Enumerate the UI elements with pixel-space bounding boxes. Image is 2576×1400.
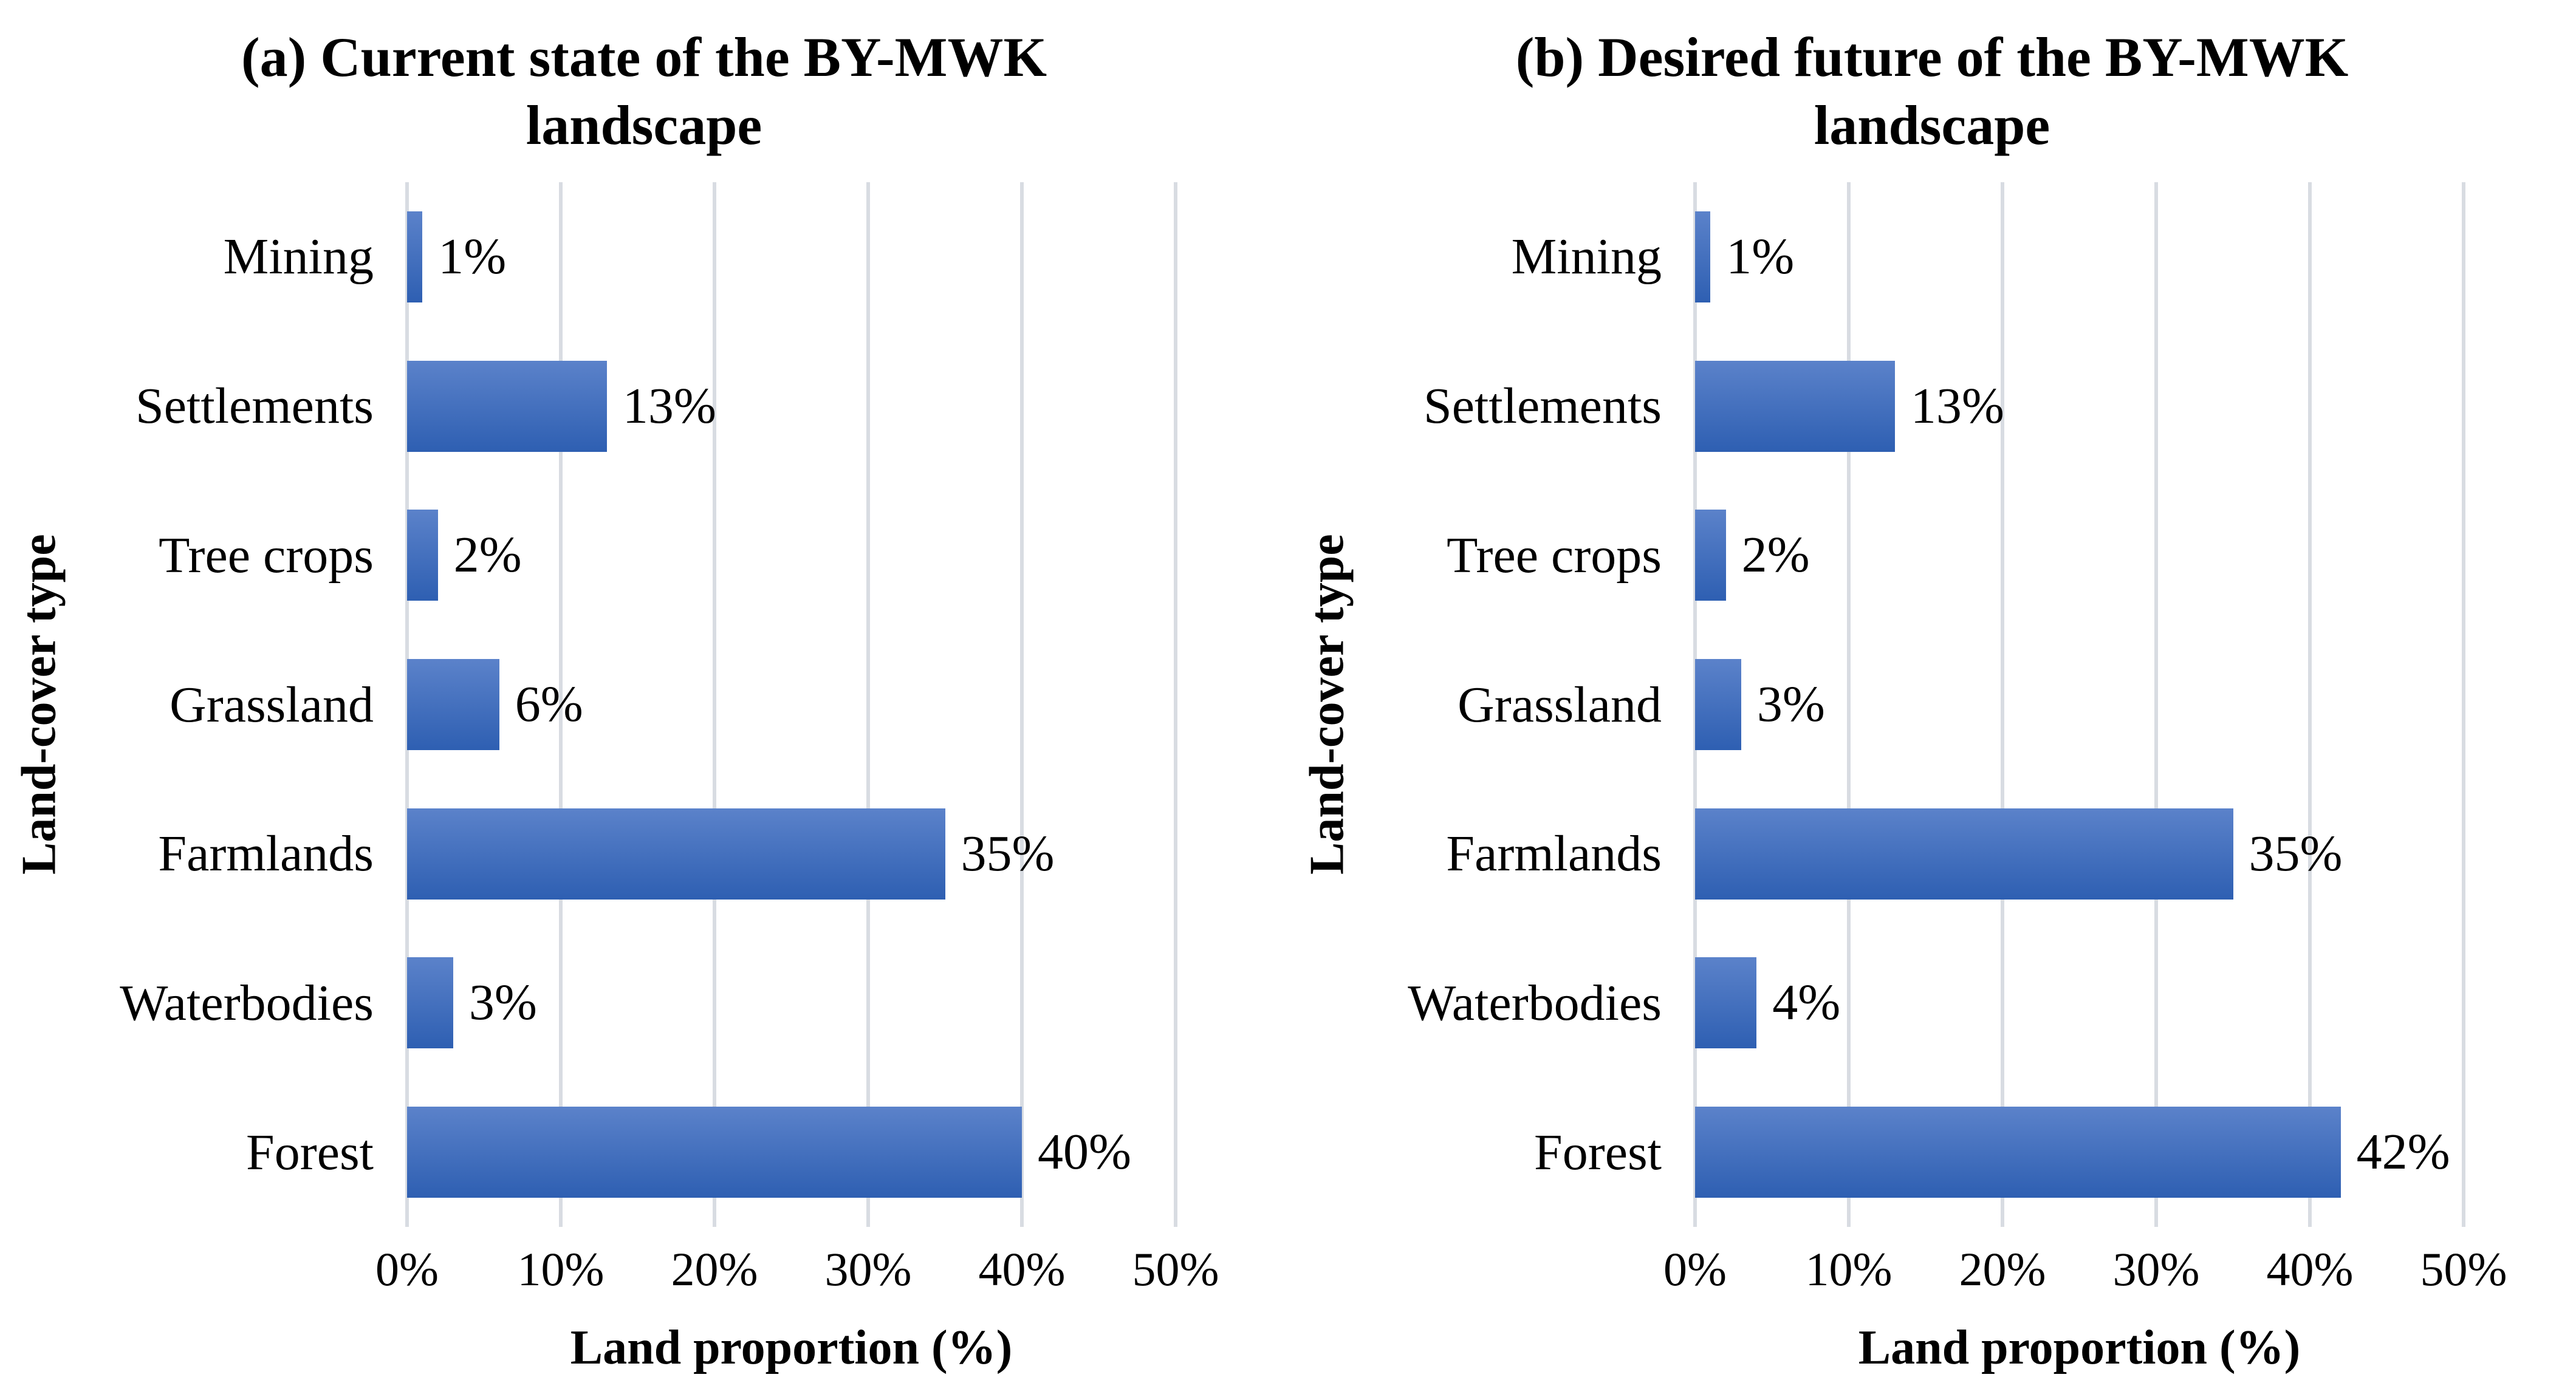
bar	[1695, 659, 1741, 751]
bar	[1695, 957, 1757, 1049]
value-label: 1%	[1726, 228, 1795, 285]
panel-desired-future: (b) Desired future of the BY-MWK landsca…	[1288, 0, 2576, 1400]
bar	[407, 1107, 1022, 1198]
bar	[407, 510, 438, 601]
gridline	[866, 182, 870, 1227]
gridline	[1020, 182, 1024, 1227]
x-tick-label: 20%	[1959, 1243, 2046, 1296]
bar-row: 42%	[1695, 1077, 2464, 1227]
x-tick-label: 0%	[375, 1243, 439, 1296]
bar-row: 4%	[1695, 929, 2464, 1078]
category-label: Settlements	[135, 378, 374, 435]
bar-row: 2%	[1695, 480, 2464, 630]
x-tick-label: 40%	[2266, 1243, 2354, 1296]
x-tick-label: 10%	[1805, 1243, 1893, 1296]
category-label: Waterbodies	[1408, 974, 1662, 1031]
x-tick-label: 50%	[1132, 1243, 1219, 1296]
category-label: Tree crops	[1447, 527, 1662, 584]
value-label: 3%	[468, 974, 537, 1031]
bar	[1695, 211, 1711, 302]
y-axis-title-a: Land-cover type	[12, 534, 66, 875]
x-axis-ticks-a: 0% 10% 20% 30% 40% 50%	[375, 1227, 1219, 1312]
value-label: 1%	[438, 228, 507, 285]
x-tick-label: 50%	[2420, 1243, 2507, 1296]
bar-row: 1%	[1695, 182, 2464, 332]
category-label: Forest	[246, 1124, 374, 1181]
bar-row: 35%	[407, 779, 1176, 929]
value-label: 3%	[1756, 676, 1825, 733]
gridline	[2154, 182, 2158, 1227]
chart-title-b: (b) Desired future of the BY-MWK landsca…	[1288, 0, 2576, 182]
chart-title-b-text: (b) Desired future of the BY-MWK landsca…	[1515, 26, 2349, 156]
gridline	[1174, 182, 1177, 1227]
x-tick-label: 30%	[2112, 1243, 2200, 1296]
value-label: 13%	[622, 377, 716, 434]
bar	[407, 957, 453, 1049]
x-tick-label: 30%	[824, 1243, 912, 1296]
bar	[407, 211, 423, 302]
category-label: Settlements	[1423, 378, 1662, 435]
gridline	[1847, 182, 1851, 1227]
value-label: 35%	[2249, 825, 2343, 882]
x-tick-label: 40%	[978, 1243, 1066, 1296]
value-label: 2%	[1741, 527, 1810, 584]
panel-current-state: (a) Current state of the BY-MWK landscap…	[0, 0, 1288, 1374]
category-label: Grassland	[170, 676, 374, 733]
bar-row: 40%	[407, 1077, 1176, 1227]
x-axis-title-a: Land proportion (%)	[570, 1321, 1013, 1374]
gridline	[713, 182, 716, 1227]
value-label: 4%	[1772, 974, 1841, 1031]
chart-title-a: (a) Current state of the BY-MWK landscap…	[0, 0, 1288, 182]
gridline	[2001, 182, 2004, 1227]
value-label: 40%	[1038, 1124, 1131, 1181]
bar	[1695, 360, 1895, 452]
category-labels-a: Mining Settlements Tree crops Grassland Farm…	[79, 182, 407, 1227]
x-tick-label: 0%	[1663, 1243, 1727, 1296]
plot-area-a: 1% 13% 2% 6% 35% 3% 40%	[405, 182, 1177, 1227]
value-label: 42%	[2356, 1124, 2450, 1181]
bar	[1695, 1107, 2341, 1198]
value-label: 2%	[453, 527, 522, 584]
plot-area-b: 1% 13% 2% 3% 35% 4% 42%	[1693, 182, 2465, 1227]
bar-row: 3%	[407, 929, 1176, 1078]
bar	[1695, 510, 1726, 601]
gridline	[559, 182, 563, 1227]
chart-title-a-text: (a) Current state of the BY-MWK landscap…	[241, 26, 1047, 156]
category-label: Waterbodies	[120, 974, 374, 1031]
bar-row: 3%	[1695, 630, 2464, 779]
bar	[407, 808, 945, 900]
x-axis-title-b: Land proportion (%)	[1858, 1321, 2301, 1374]
bar-row: 1%	[407, 182, 1176, 332]
bar	[407, 659, 499, 751]
bar-row: 2%	[407, 480, 1176, 630]
y-axis-title-b: Land-cover type	[1300, 534, 1354, 875]
bar-rows-a: 1% 13% 2% 6% 35% 3% 40%	[407, 182, 1176, 1227]
gridline	[2308, 182, 2312, 1227]
x-tick-label: 10%	[517, 1243, 605, 1296]
bar-row: 6%	[407, 630, 1176, 779]
category-labels-b: Mining Settlements Tree crops Grassland Farm…	[1367, 182, 1695, 1227]
category-label: Farmlands	[158, 825, 374, 883]
bar-row: 35%	[1695, 779, 2464, 929]
x-axis-ticks-b: 0% 10% 20% 30% 40% 50%	[1663, 1227, 2507, 1312]
value-label: 13%	[1910, 377, 2004, 434]
bar	[1695, 808, 2233, 900]
value-label: 35%	[961, 825, 1055, 882]
x-tick-label: 20%	[671, 1243, 758, 1296]
category-label: Farmlands	[1446, 825, 1662, 883]
bar	[407, 360, 607, 452]
category-label: Forest	[1534, 1124, 1662, 1181]
category-label: Tree crops	[159, 527, 374, 584]
bar-rows-b: 1% 13% 2% 3% 35% 4% 42%	[1695, 182, 2464, 1227]
category-label: Mining	[1511, 228, 1662, 285]
category-label: Mining	[223, 228, 374, 285]
bar-row: 13%	[407, 332, 1176, 481]
gridline	[2462, 182, 2465, 1227]
value-label: 6%	[515, 676, 583, 733]
bar-row: 13%	[1695, 332, 2464, 481]
category-label: Grassland	[1458, 676, 1662, 733]
